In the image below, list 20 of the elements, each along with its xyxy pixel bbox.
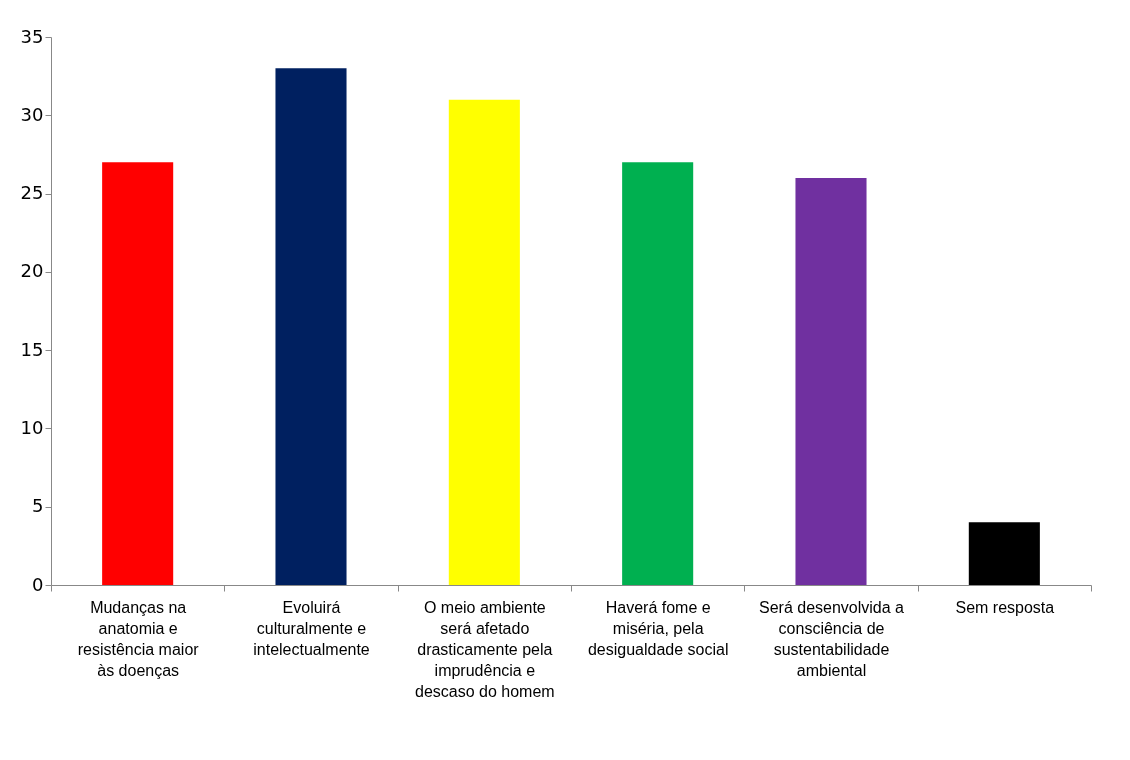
- y-tick-label: 35: [20, 25, 44, 47]
- x-tick-label: O meio ambiente será afetado drasticamente pela imprudência e descaso do homem: [415, 598, 555, 700]
- x-tick-label: Evoluirá culturalmente e intelectualmente: [253, 598, 370, 658]
- x-tick-label: Mudanças na anatomia e resistência maior às doenças: [77, 598, 200, 679]
- y-tick-label: 20: [20, 260, 44, 282]
- y-tick-label: 5: [32, 495, 44, 517]
- y-tick-label: 10: [20, 416, 44, 438]
- bar: [275, 68, 347, 585]
- x-tick-label: Será desenvolvida a consciência de sustentabilidade ambiental: [759, 598, 905, 679]
- bar: [102, 162, 174, 585]
- bar: [795, 177, 867, 585]
- bar: [968, 522, 1040, 585]
- y-tick-label: 30: [20, 103, 44, 125]
- bar: [622, 162, 694, 585]
- x-tick-label: Sem resposta: [955, 598, 1055, 616]
- y-tick-label: 15: [20, 338, 44, 360]
- y-tick-label: 25: [20, 182, 44, 204]
- bar: [448, 99, 520, 585]
- x-tick-label: Haverá fome e miséria, pela desigualdade social: [587, 598, 729, 658]
- y-tick-label: 0: [32, 573, 44, 595]
